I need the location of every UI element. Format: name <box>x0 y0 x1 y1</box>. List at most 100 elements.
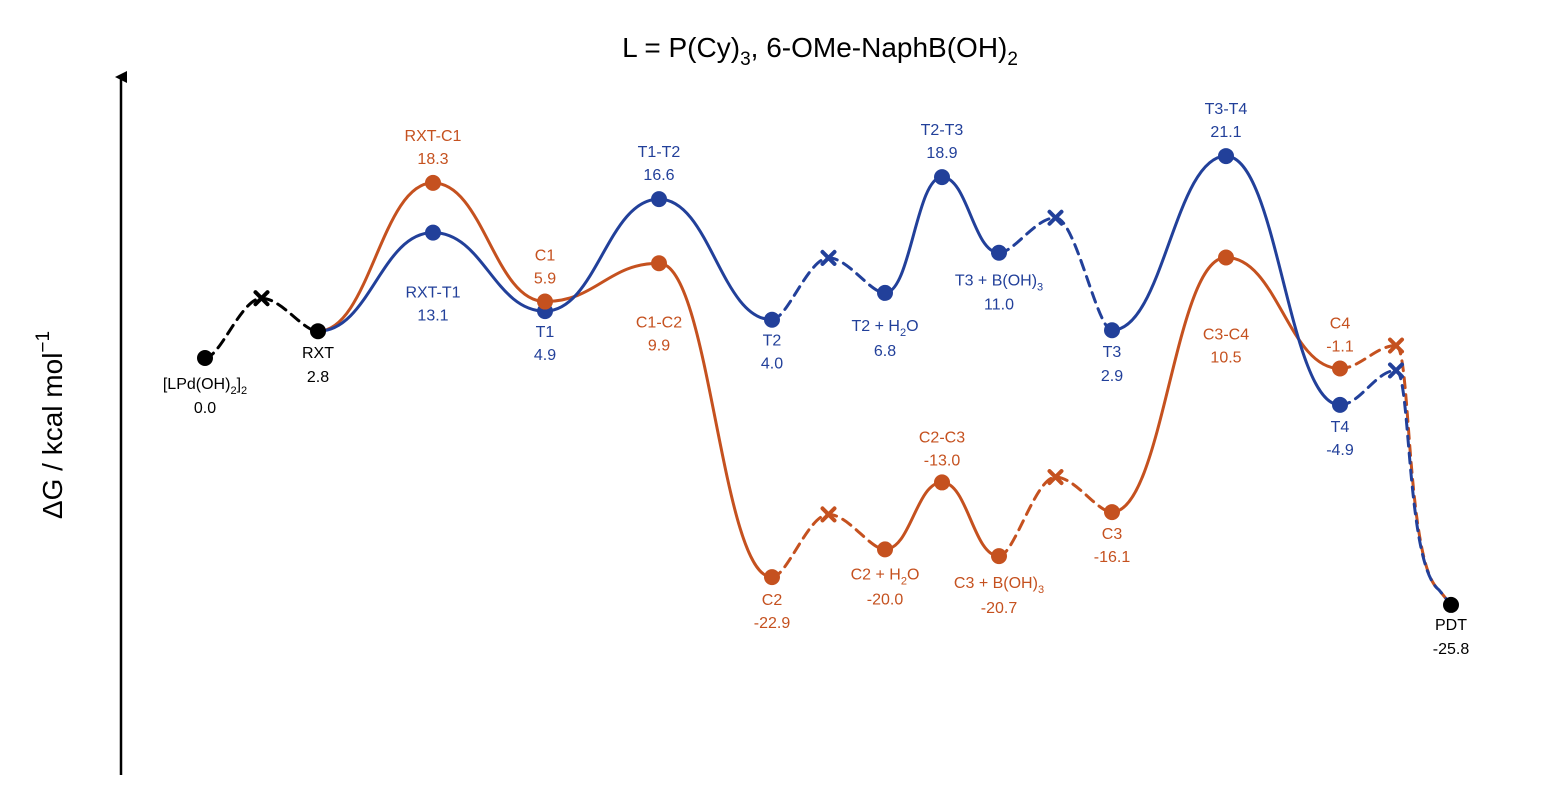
C2-value-label: -22.9 <box>754 615 791 632</box>
C-final-x-marker <box>1388 337 1404 354</box>
PDT-name-label: PDT <box>1435 617 1467 634</box>
C-segment-2 <box>431 181 547 304</box>
C3-name-label: C3 <box>1102 526 1123 543</box>
C-marker-5 <box>820 506 837 523</box>
T3+BOH3-value-label: 11.0 <box>984 297 1014 314</box>
T2-T3-label: T2-T3 18.9 <box>921 122 964 162</box>
T1-T2-name-label: T1-T2 <box>638 144 681 161</box>
T-marker-5 <box>820 249 837 266</box>
T2-value-label: 4.0 <box>761 356 783 373</box>
RXT-name-label: RXT <box>302 345 334 362</box>
C-segment-7 <box>940 480 1001 558</box>
T3-T4-value-label: 21.1 <box>1210 124 1241 141</box>
T-segment-10 <box>1224 154 1342 407</box>
C2-C3-name-label: C2-C3 <box>919 429 965 446</box>
C-segment-4 <box>657 261 774 579</box>
RXT-T1-value-label: 13.1 <box>417 308 448 325</box>
T3-T4-name-label: T3-T4 <box>1205 101 1248 118</box>
C4-label: C4 -1.1 <box>1326 316 1354 356</box>
C3-C4-point <box>1218 249 1234 266</box>
RXT-T1-name-label: RXT-T1 <box>405 285 460 302</box>
T-segment-7 <box>940 175 1001 255</box>
T3-value-label: 2.9 <box>1101 368 1123 385</box>
shared-dashed-marker-1 <box>253 290 270 307</box>
C3-point <box>1104 504 1120 521</box>
LPdOH2-value-label: 0.0 <box>194 400 216 417</box>
C1-name-label: C1 <box>535 248 556 265</box>
T4-value-label: -4.9 <box>1326 442 1354 459</box>
RXT-label: RXT 2.8 <box>302 345 334 386</box>
T3-T4-point <box>1218 148 1234 165</box>
C3+BOH3-value-label: -20.7 <box>981 600 1018 617</box>
markers-layer <box>197 148 1459 613</box>
T-segment-9 <box>1110 154 1228 332</box>
RXT-C1-value-label: 18.3 <box>417 151 448 168</box>
T1-value-label: 4.9 <box>534 347 556 364</box>
curves-layer <box>203 154 1453 607</box>
C3-value-label: -16.1 <box>1094 549 1131 566</box>
T4-name-label: T4 <box>1331 419 1350 436</box>
T-final-dashed-segment-b <box>1394 368 1453 607</box>
PDT-label: PDT -25.8 <box>1433 617 1470 658</box>
svg-text:ΔG / kcal mol−1: ΔG / kcal mol−1 <box>33 331 68 519</box>
T4-label: T4 -4.9 <box>1326 419 1354 459</box>
C-segment-9 <box>1110 256 1228 514</box>
C3-C4-name-label: C3-C4 <box>1203 327 1249 344</box>
C3-C4-label: C3-C4 10.5 <box>1203 327 1249 367</box>
LPdOH2-point <box>197 350 213 366</box>
C-segment-10 <box>1224 256 1342 371</box>
chart-title: L = P(Cy)3, 6-OMe-NaphB(OH)2 <box>622 32 1018 70</box>
C1-C2-label: C1-C2 9.9 <box>636 314 682 354</box>
C1-value-label: 5.9 <box>534 271 556 288</box>
y-axis-label-main: ΔG / kcal mol <box>37 353 68 520</box>
C4-value-label: -1.1 <box>1326 339 1354 356</box>
C1-point <box>537 293 553 310</box>
C1-C2-name-label: C1-C2 <box>636 314 682 331</box>
C-segment-8 <box>997 475 1114 558</box>
C2-name-label: C2 <box>762 592 783 609</box>
T2-label: T24.0 <box>761 333 783 373</box>
C-final-dashed-segment-b <box>1394 344 1453 607</box>
T2-T3-name-label: T2-T3 <box>921 122 964 139</box>
T1-name-label: T1 <box>536 324 555 341</box>
T-marker-8 <box>1047 209 1064 226</box>
T2+H2O-label: T2 + H2O 6.8 <box>851 318 918 360</box>
T1-label: T14.9 <box>534 324 556 364</box>
T1-T2-label: T1-T2 16.6 <box>638 144 681 184</box>
svg-text:L = P(Cy)3, 6-OMe-NaphB(OH)2: L = P(Cy)3, 6-OMe-NaphB(OH)2 <box>622 32 1018 70</box>
T3-label: T32.9 <box>1101 344 1123 385</box>
C2-label: C2 -22.9 <box>754 592 791 632</box>
T1-T2-point <box>651 191 667 208</box>
T2+H2O-point <box>877 284 893 301</box>
T3+BOH3-name-label: T3 + B(OH)3 <box>955 273 1043 294</box>
RXT-T1-point <box>425 224 441 241</box>
C4-name-label: C4 <box>1330 316 1351 333</box>
T2-point <box>764 311 780 328</box>
RXT-point <box>310 323 326 340</box>
RXT-C1-label: RXT-C1 18.3 <box>405 128 462 168</box>
C-segment-6 <box>883 480 944 551</box>
y-axis-label: ΔG / kcal mol−1 <box>33 331 68 519</box>
T3+BOH3-point <box>991 244 1007 261</box>
LPdOH2-label: [LPd(OH)2]2 0.0 <box>163 376 247 417</box>
T2-T3-value-label: 18.9 <box>926 145 957 162</box>
y-axis-label-sup: −1 <box>33 331 54 353</box>
T4-point <box>1332 396 1348 413</box>
T-segment-3 <box>543 197 661 313</box>
T2-name-label: T2 <box>763 333 782 350</box>
T-final-dashed-segment-a <box>1338 368 1398 407</box>
C1-C2-value-label: 9.9 <box>648 337 670 354</box>
C-segment-1 <box>316 181 435 333</box>
chart-title-sub-2: 2 <box>1007 49 1018 70</box>
T-segment-4 <box>657 197 774 322</box>
C2+H2O-point <box>877 541 893 558</box>
T-final-x-marker <box>1388 362 1404 379</box>
C1-C2-point <box>651 255 667 272</box>
PDT-value-label: -25.8 <box>1433 641 1470 658</box>
C2+H2O-label: C2 + H2O -20.0 <box>851 566 920 608</box>
C3-label: C3 -16.1 <box>1094 526 1131 566</box>
LPdOH2-name-label: [LPd(OH)2]2 <box>163 376 247 397</box>
